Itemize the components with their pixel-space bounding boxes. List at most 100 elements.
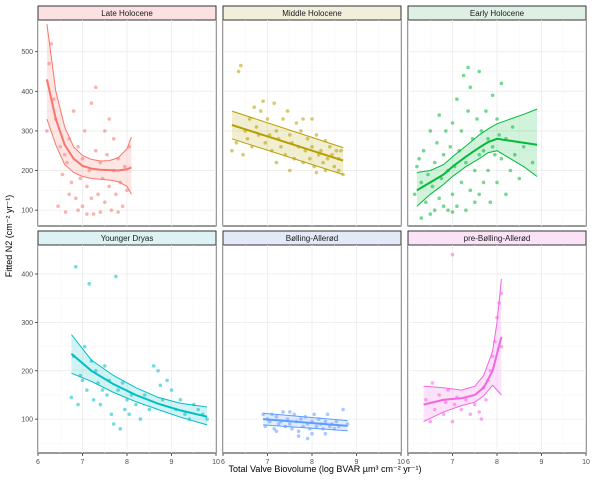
data-point (314, 424, 319, 429)
data-point (314, 133, 319, 137)
data-point (156, 369, 160, 373)
lower-bound-line (423, 384, 502, 423)
data-point (435, 141, 439, 145)
data-point (82, 344, 87, 349)
data-point (47, 61, 51, 66)
data-point (452, 402, 457, 407)
data-point (63, 210, 68, 214)
data-point (301, 117, 305, 121)
data-point (87, 281, 91, 286)
data-point (169, 388, 174, 392)
y-tick-label: 100 (21, 417, 33, 424)
data-point (490, 145, 495, 149)
data-point (444, 129, 448, 133)
panel-6: pre-Bølling-Allerød 6 7 8 9 10 (406, 230, 590, 466)
data-point (98, 402, 103, 407)
data-point (510, 125, 515, 129)
data-point (490, 93, 495, 98)
data-point (325, 412, 330, 417)
data-point (281, 117, 285, 121)
data-point (486, 168, 490, 173)
data-point (138, 417, 143, 421)
data-point (288, 422, 292, 426)
data-point (196, 407, 200, 412)
upper-bound-line (46, 23, 132, 162)
data-point (479, 417, 484, 421)
x-tick-label: 7 (451, 459, 455, 466)
data-point (114, 192, 118, 197)
data-point (94, 148, 98, 153)
data-point (103, 129, 107, 133)
data-point (421, 148, 426, 153)
data-point (103, 364, 107, 368)
data-point (123, 407, 127, 412)
data-point (484, 109, 488, 113)
data-point (432, 208, 437, 212)
data-point (314, 170, 319, 175)
data-point (85, 212, 89, 216)
panel-4: Younger Dryas 100 200 300 400 6 7 8 9 10 (21, 230, 220, 466)
data-point (107, 184, 111, 189)
data-point (94, 85, 98, 90)
data-point (495, 117, 499, 121)
data-point (76, 402, 80, 407)
data-point (111, 137, 116, 141)
data-point (490, 354, 495, 359)
x-tick-label: 9 (540, 459, 544, 466)
data-point (94, 369, 98, 373)
x-tick-label: 6 (36, 459, 40, 466)
panel-plot (223, 245, 401, 453)
data-point (290, 427, 294, 431)
data-point (272, 101, 277, 105)
data-point (417, 156, 421, 161)
data-point (473, 402, 477, 407)
data-point (178, 398, 183, 402)
data-point (296, 429, 301, 434)
data-point (80, 378, 85, 383)
x-axis-title: Total Valve Biovolume (log BVAR µm³ cm⁻²… (229, 464, 422, 474)
data-point (123, 164, 127, 169)
data-point (461, 73, 466, 78)
data-point (274, 429, 279, 434)
data-point (334, 148, 339, 153)
data-point (71, 109, 76, 113)
x-tick-label: 9 (170, 459, 174, 466)
x-tick-label: 10 (397, 459, 405, 466)
data-point (450, 121, 455, 125)
data-point (118, 427, 123, 431)
data-point (312, 412, 317, 417)
upper-bound-line (416, 108, 538, 173)
panel-title: Late Holocene (101, 9, 153, 18)
data-point (486, 137, 490, 141)
panel-1: Late Holocene 100 200 300 400 500 (21, 5, 217, 227)
data-point (105, 152, 109, 157)
data-point (263, 141, 268, 145)
data-point (120, 204, 125, 208)
data-point (247, 117, 252, 121)
lower-bound-line (416, 150, 538, 207)
data-point (310, 117, 314, 121)
data-point (109, 412, 114, 417)
data-point (241, 152, 245, 157)
x-tick-label: 9 (355, 459, 359, 466)
data-point (143, 393, 147, 397)
data-point (45, 129, 49, 133)
data-point (80, 204, 85, 208)
data-point (111, 422, 116, 426)
confidence-band (423, 278, 502, 422)
data-point (114, 274, 118, 279)
y-tick-label: 400 (21, 272, 33, 279)
panel-3: Early Holocene (407, 5, 587, 227)
data-point (274, 414, 279, 419)
x-tick-label: 7 (266, 459, 270, 466)
lower-bound-line (71, 372, 208, 426)
data-point (475, 117, 479, 121)
data-point (459, 129, 464, 133)
data-point (60, 172, 65, 177)
panel-title: Bølling-Allerød (286, 234, 338, 243)
data-point (76, 208, 80, 212)
data-point (464, 208, 468, 212)
data-point (147, 407, 152, 412)
data-point (415, 164, 419, 169)
data-point (261, 99, 265, 103)
